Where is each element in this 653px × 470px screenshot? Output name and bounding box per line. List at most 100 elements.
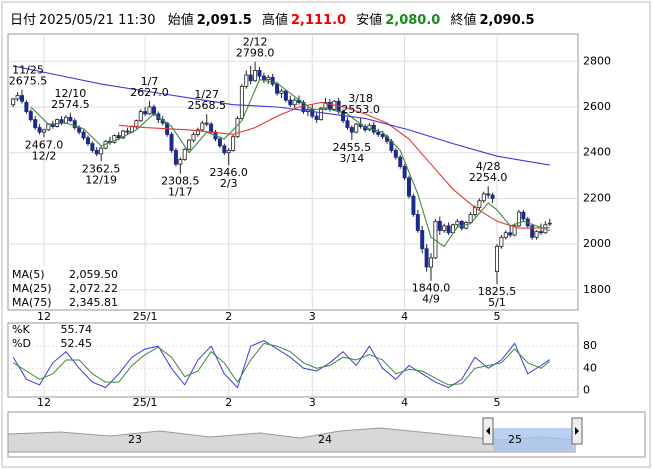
candle-body — [380, 134, 385, 138]
candle-body — [204, 122, 209, 125]
candle-body — [63, 116, 68, 124]
candle-body — [217, 138, 222, 147]
annotation-date: 12/10 — [55, 87, 87, 100]
candle-body — [85, 137, 90, 144]
candle-body — [182, 148, 187, 160]
legend-name: %D — [12, 337, 31, 350]
navigator-label: 25 — [508, 433, 522, 446]
candle-body — [279, 90, 284, 94]
x-tick-label: 12 — [37, 310, 51, 323]
candle-body — [516, 211, 521, 227]
candle-body — [178, 159, 183, 165]
annotation-date: 1/27 — [194, 88, 219, 101]
candle-body — [508, 232, 513, 236]
x-tick-label: 2 — [225, 396, 232, 409]
arrow-icon — [486, 427, 490, 435]
x-tick-label: 5 — [493, 310, 500, 323]
annotation-date: 3/14 — [339, 152, 364, 165]
legend-name: MA(75) — [12, 296, 52, 309]
annotation-date: 1/17 — [168, 186, 193, 199]
candle-body — [534, 231, 539, 238]
navigator-window[interactable] — [493, 428, 573, 452]
label: 終値 — [450, 13, 477, 28]
candle-body — [446, 225, 451, 234]
candle-body — [46, 123, 51, 131]
candle-body — [354, 123, 359, 133]
candle-body — [191, 134, 196, 141]
candle-body — [429, 257, 434, 268]
x-tick-label: 12 — [37, 396, 51, 409]
candle-body — [310, 108, 315, 117]
candle-body — [112, 135, 117, 143]
candle-body — [37, 127, 42, 133]
x-tick-label: 4 — [401, 310, 408, 323]
legend-value: 2,072.22 — [69, 282, 118, 295]
candle-body — [398, 156, 403, 167]
candle-body — [275, 83, 280, 94]
candle-body — [81, 131, 86, 139]
candle-body — [376, 131, 381, 135]
candle-body — [288, 99, 293, 106]
candle-body — [437, 220, 442, 231]
candle-body — [283, 90, 288, 101]
legend-name: %K — [12, 323, 30, 336]
y-tick-label: 80 — [583, 339, 597, 352]
candle-body — [173, 150, 178, 165]
candle-body — [530, 225, 535, 238]
candle-body — [68, 116, 73, 122]
candle-body — [72, 120, 77, 128]
candle-body — [226, 150, 231, 154]
y-tick-label: 2800 — [583, 54, 611, 67]
candle-body — [499, 236, 504, 247]
candle-body — [147, 106, 152, 115]
y-tick-label: 2000 — [583, 237, 611, 250]
y-tick-label: 0 — [583, 383, 590, 396]
annotation-value: 2627.0 — [130, 86, 169, 99]
y-tick-label: 2600 — [583, 100, 611, 113]
annotation-value: 2308.5 — [161, 175, 200, 188]
line — [13, 65, 550, 166]
candle-body — [151, 106, 156, 115]
candle-body — [494, 246, 499, 272]
annotation-date: 4/28 — [476, 160, 501, 173]
label: 日付 — [10, 13, 37, 28]
y-tick-label: 2200 — [583, 191, 611, 204]
candle-body — [187, 139, 192, 150]
candle-body — [420, 230, 425, 250]
candle-body — [349, 127, 354, 133]
x-tick-label: 5 — [493, 396, 500, 409]
candle-body — [442, 225, 447, 231]
candle-body — [319, 107, 324, 120]
candle-body — [125, 130, 130, 133]
y-tick-label: 1800 — [583, 283, 611, 296]
candle-body — [411, 195, 416, 215]
x-tick-label: 4 — [401, 396, 408, 409]
label: 始値 — [167, 13, 194, 28]
line — [30, 78, 550, 248]
candle-body — [244, 74, 249, 87]
main-panel — [7, 33, 579, 311]
candle-body — [77, 127, 82, 133]
candle-body — [253, 70, 258, 82]
legend-name: MA(25) — [12, 282, 52, 295]
candle-body — [257, 70, 262, 77]
legend-value: 2,345.81 — [69, 296, 118, 309]
candle-body — [424, 248, 429, 268]
candle-body — [33, 119, 38, 128]
annotation-date: 3/18 — [348, 92, 373, 105]
candle-body — [222, 145, 227, 154]
candle-body — [209, 123, 214, 133]
candle-body — [547, 222, 552, 225]
x-tick-label: 25/1 — [133, 396, 158, 409]
annotation-value: 2346.0 — [209, 166, 248, 179]
candle-body — [15, 95, 20, 100]
annotation-value: 2254.0 — [469, 171, 508, 184]
candle-body — [99, 147, 104, 155]
candle-body — [455, 220, 460, 226]
candle-body — [90, 143, 95, 151]
candle-body — [407, 177, 412, 197]
annotation-value: 2798.0 — [236, 47, 275, 60]
candle-body — [116, 135, 121, 139]
